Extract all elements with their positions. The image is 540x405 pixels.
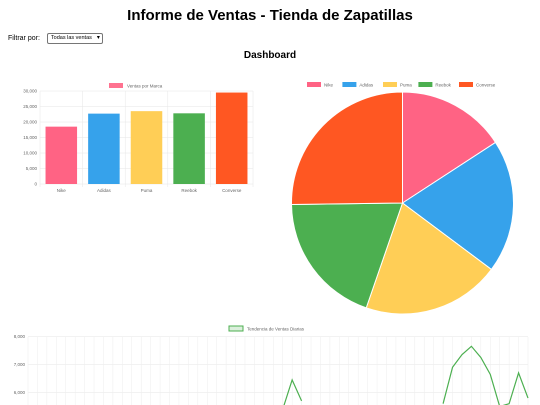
legend-label: Puma bbox=[400, 83, 412, 88]
y-tick-label: 20,000 bbox=[23, 120, 37, 125]
pie-slice bbox=[402, 91, 497, 204]
legend-swatch bbox=[383, 82, 397, 87]
legend-swatch bbox=[418, 82, 433, 87]
bar bbox=[45, 126, 78, 184]
filter-bar: Filtrar por: Todas las ventas ▾ bbox=[8, 33, 103, 44]
y-tick-label: 15,000 bbox=[23, 135, 37, 140]
y-tick-label: 10,000 bbox=[23, 151, 37, 156]
legend-swatch bbox=[228, 325, 244, 332]
bar bbox=[88, 113, 120, 184]
dashboard-title: Dashboard bbox=[243, 50, 297, 61]
y-tick-label: 0 bbox=[34, 182, 37, 187]
legend-swatch bbox=[307, 82, 321, 87]
pie-slice bbox=[401, 141, 514, 271]
y-tick-label: 25,000 bbox=[23, 104, 37, 109]
bar bbox=[130, 111, 163, 184]
filter-select-value: Todas las ventas bbox=[50, 35, 92, 41]
x-tick-label: Nike bbox=[57, 188, 66, 193]
x-tick-label: Adidas bbox=[97, 188, 112, 193]
legend-label: Reebok bbox=[435, 83, 451, 88]
legend-label: Converse bbox=[476, 83, 496, 88]
bar bbox=[215, 92, 248, 184]
pie-slice bbox=[291, 91, 403, 205]
y-tick-label: 7,000 bbox=[14, 362, 26, 367]
x-tick-label: Reebok bbox=[181, 188, 197, 193]
x-tick-label: Converse bbox=[222, 188, 242, 193]
filter-select[interactable]: Todas las ventas ▾ bbox=[46, 33, 103, 44]
pie-slice bbox=[365, 202, 493, 315]
y-tick-label: 5,000 bbox=[26, 166, 38, 171]
filter-label: Filtrar por: bbox=[8, 35, 40, 42]
y-tick-label: 8,000 bbox=[14, 334, 26, 339]
legend-swatch bbox=[342, 82, 357, 87]
line-series bbox=[283, 345, 529, 405]
pie-slice bbox=[291, 202, 404, 309]
legend-swatch bbox=[459, 82, 473, 87]
legend-label: Adidas bbox=[359, 83, 374, 88]
chevron-down-icon: ▾ bbox=[96, 35, 100, 41]
legend-swatch bbox=[109, 83, 123, 88]
x-tick-label: Puma bbox=[141, 188, 153, 193]
page-title: Informe de Ventas - Tienda de Zapatillas bbox=[127, 7, 413, 24]
legend-label: Nike bbox=[324, 83, 333, 88]
y-tick-label: 6,000 bbox=[14, 390, 26, 395]
y-tick-label: 30,000 bbox=[23, 89, 37, 94]
legend-label: Tendencia de Ventas Diarias bbox=[247, 327, 305, 332]
bar bbox=[173, 113, 205, 184]
legend-label: Ventas por Marca bbox=[127, 84, 163, 89]
